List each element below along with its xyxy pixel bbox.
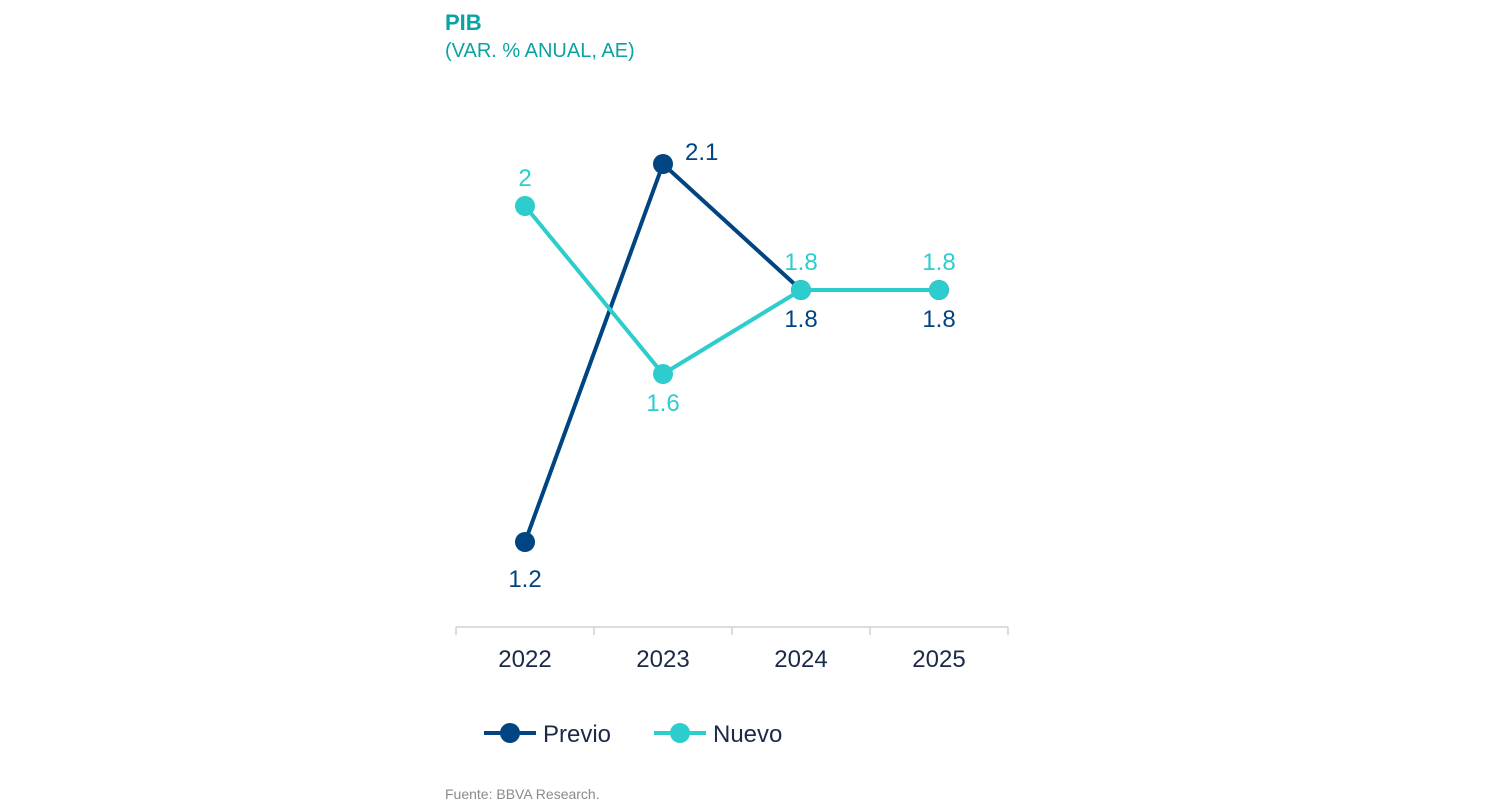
legend-swatch-marker bbox=[670, 723, 690, 743]
data-point-previo bbox=[515, 532, 535, 552]
data-label: 1.8 bbox=[784, 249, 817, 276]
data-point-nuevo bbox=[515, 196, 535, 216]
legend-swatch-marker bbox=[500, 723, 520, 743]
data-point-nuevo bbox=[791, 280, 811, 300]
data-label: 1.8 bbox=[784, 306, 817, 333]
x-tick-label: 2023 bbox=[636, 646, 689, 673]
x-tick-label: 2022 bbox=[498, 646, 551, 673]
data-label: 1.8 bbox=[922, 306, 955, 333]
legend-label: Nuevo bbox=[713, 721, 782, 748]
data-label: 1.8 bbox=[922, 249, 955, 276]
data-point-nuevo bbox=[929, 280, 949, 300]
x-tick-label: 2025 bbox=[912, 646, 965, 673]
chart-subtitle: (VAR. % ANUAL, AE) bbox=[445, 40, 635, 62]
series-line-nuevo bbox=[523, 204, 939, 376]
data-point-previo bbox=[653, 154, 673, 174]
data-label: 1.2 bbox=[508, 566, 541, 593]
legend-label: Previo bbox=[543, 721, 611, 748]
data-point-nuevo bbox=[653, 364, 673, 384]
source-note: Fuente: BBVA Research. bbox=[445, 786, 600, 802]
data-label: 1.6 bbox=[646, 390, 679, 417]
x-tick-label: 2024 bbox=[774, 646, 827, 673]
data-label: 2.1 bbox=[685, 139, 718, 166]
series-line-previo bbox=[523, 162, 939, 543]
data-label: 2 bbox=[518, 165, 531, 192]
chart-title: PIB bbox=[445, 10, 482, 35]
